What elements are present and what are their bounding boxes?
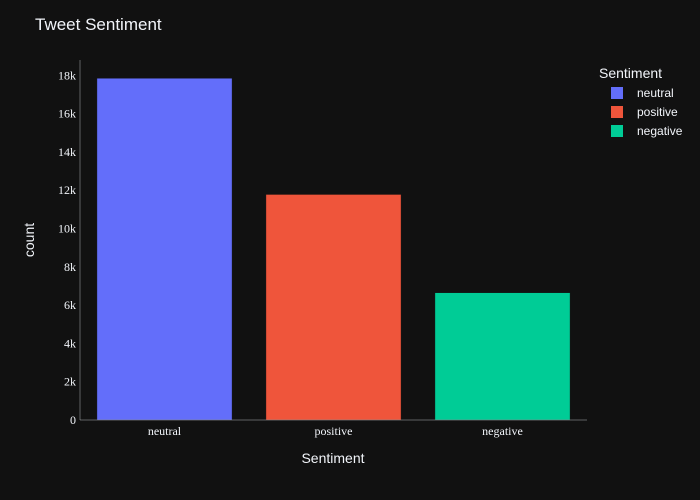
- y-tick-label: 0: [70, 413, 76, 427]
- y-tick-label: 14k: [58, 145, 76, 159]
- y-tick-label: 4k: [64, 336, 76, 350]
- bar-negative: [434, 292, 571, 421]
- y-axis-ticks: 0 2k 4k 6k 8k 10k 12k 14k 16k 18k: [58, 68, 76, 427]
- chart-title: Tweet Sentiment: [35, 15, 162, 34]
- bar-positive: [265, 194, 402, 421]
- x-tick-label: neutral: [148, 424, 182, 438]
- x-axis-ticks: neutral positive negative: [148, 424, 523, 438]
- legend-label-neutral[interactable]: neutral: [637, 86, 674, 100]
- y-tick-label: 2k: [64, 375, 76, 389]
- plot-area: [79, 60, 587, 421]
- y-tick-label: 10k: [58, 222, 76, 236]
- legend-label-positive[interactable]: positive: [637, 105, 678, 119]
- bar-neutral: [96, 77, 233, 421]
- legend-items: neutral positive negative: [611, 86, 683, 138]
- legend-title: Sentiment: [599, 65, 662, 81]
- x-axis-title: Sentiment: [301, 450, 364, 466]
- legend-label-negative[interactable]: negative: [637, 124, 683, 138]
- x-tick-label: positive: [315, 424, 353, 438]
- legend-swatch-positive[interactable]: [611, 106, 623, 118]
- y-tick-label: 16k: [58, 107, 76, 121]
- y-tick-label: 12k: [58, 183, 76, 197]
- x-tick-label: negative: [482, 424, 523, 438]
- legend-swatch-negative[interactable]: [611, 125, 623, 137]
- legend-swatch-neutral[interactable]: [611, 87, 623, 99]
- y-tick-label: 18k: [58, 68, 76, 82]
- legend: Sentiment neutral positive negative: [599, 65, 683, 138]
- y-tick-label: 8k: [64, 260, 76, 274]
- bar-group: [96, 77, 571, 421]
- y-axis-title: count: [21, 223, 37, 257]
- y-tick-label: 6k: [64, 298, 76, 312]
